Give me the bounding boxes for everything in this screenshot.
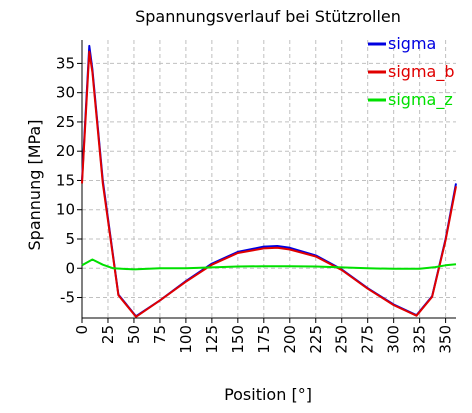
x-tick-label: 25 bbox=[99, 325, 117, 344]
y-tick-label: 5 bbox=[65, 230, 75, 248]
x-tick-label: 350 bbox=[437, 325, 455, 354]
x-tick-label: 250 bbox=[333, 325, 351, 354]
grid bbox=[81, 40, 456, 318]
x-tick-label: 75 bbox=[151, 325, 169, 344]
y-axis-title: Spannung [MPa] bbox=[25, 120, 44, 251]
y-tick-label: 15 bbox=[56, 171, 75, 189]
x-tick-label: 275 bbox=[359, 325, 377, 354]
x-axis-title: Position [°] bbox=[224, 385, 312, 404]
x-tick-label: 175 bbox=[255, 325, 273, 354]
x-tick-label: 125 bbox=[203, 325, 221, 354]
chart-title: Spannungsverlauf bei Stützrollen bbox=[135, 7, 401, 26]
legend-label-sigma-z: sigma_z bbox=[388, 90, 453, 110]
legend-label-sigma-b: sigma_b bbox=[388, 62, 454, 82]
y-tick-label: 20 bbox=[56, 142, 75, 160]
legend-label-sigma: sigma bbox=[388, 34, 436, 53]
x-tick-label: 325 bbox=[411, 325, 429, 354]
series-line-sigma-b bbox=[81, 50, 457, 318]
y-tick-label: -5 bbox=[60, 289, 75, 307]
x-tick-label: 150 bbox=[229, 325, 247, 354]
y-tick-label: 35 bbox=[56, 54, 75, 72]
series-line-sigma-z bbox=[81, 258, 457, 271]
x-tick-label: 50 bbox=[125, 325, 143, 344]
x-tick-label: 225 bbox=[307, 325, 325, 354]
series-line-sigma bbox=[81, 44, 457, 318]
x-tick-label: 300 bbox=[385, 325, 403, 354]
legend: sigma sigma_b sigma_z bbox=[368, 34, 454, 110]
y-tick-label: 0 bbox=[65, 259, 75, 277]
y-tick-label: 30 bbox=[56, 84, 75, 102]
y-tick-label: 25 bbox=[56, 113, 75, 131]
x-tick-label: 0 bbox=[73, 325, 91, 335]
x-tick-label: 200 bbox=[281, 325, 299, 354]
y-tick-label: 10 bbox=[56, 201, 75, 219]
x-tick-label: 100 bbox=[177, 325, 195, 354]
series-lines bbox=[81, 44, 457, 318]
